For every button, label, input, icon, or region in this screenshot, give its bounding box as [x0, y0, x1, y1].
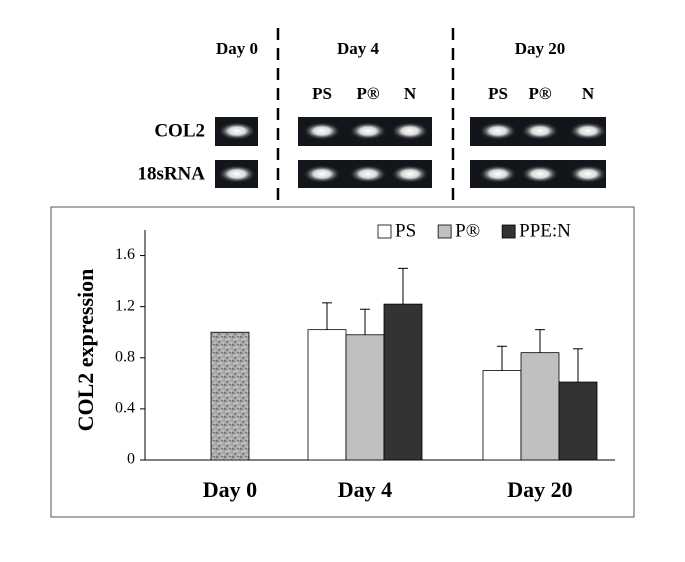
gel-lane-label: PS — [488, 84, 508, 103]
x-tick-label: Day 4 — [338, 477, 392, 502]
bar — [307, 329, 347, 461]
y-axis-label: COL2 expression — [73, 269, 98, 432]
y-tick-label: 0 — [127, 451, 135, 468]
gel-row: 18sRNA — [137, 163, 205, 184]
legend-swatch — [501, 224, 516, 239]
gel-lane-label: N — [404, 84, 417, 103]
chart-frame — [50, 206, 635, 518]
y-tick-label: 0.8 — [115, 348, 135, 365]
bar — [482, 370, 522, 461]
gel-column: Day 4 — [337, 39, 380, 58]
bar — [520, 352, 560, 461]
y-tick-label: 0.4 — [115, 400, 135, 417]
gel-column: Day 0 — [216, 39, 258, 58]
gel-band — [218, 122, 256, 140]
bar — [383, 303, 423, 461]
legend-label: PS — [395, 220, 416, 241]
gel-column: Day 20 — [515, 39, 566, 58]
gel-band — [569, 165, 607, 183]
bar — [558, 381, 598, 461]
gel-band — [521, 165, 559, 183]
gel-band — [391, 122, 429, 140]
legend-label: PPE:N — [519, 220, 571, 241]
gel-band — [218, 165, 256, 183]
gel-band — [349, 122, 387, 140]
x-tick-label: Day 0 — [203, 477, 257, 502]
bar — [210, 331, 250, 461]
x-tick-label: Day 20 — [507, 477, 572, 502]
gel-band — [349, 165, 387, 183]
y-tick-label: 1.2 — [115, 297, 135, 314]
gel-lane-label: N — [582, 84, 595, 103]
legend-label: P® — [455, 220, 480, 241]
legend-swatch — [377, 224, 392, 239]
gel-lane-label: P® — [528, 84, 551, 103]
y-tick-label: 1.6 — [115, 246, 135, 263]
gel-band — [303, 122, 341, 140]
gel-lane-label: P® — [356, 84, 379, 103]
gel-band — [479, 122, 517, 140]
gel-band — [303, 165, 341, 183]
gel-band — [391, 165, 429, 183]
gel-band — [521, 122, 559, 140]
gel-band — [479, 165, 517, 183]
legend-swatch — [437, 224, 452, 239]
gel-band — [569, 122, 607, 140]
gel-lane-label: PS — [312, 84, 332, 103]
gel-row: COL2 — [154, 120, 205, 141]
bar — [345, 334, 385, 461]
